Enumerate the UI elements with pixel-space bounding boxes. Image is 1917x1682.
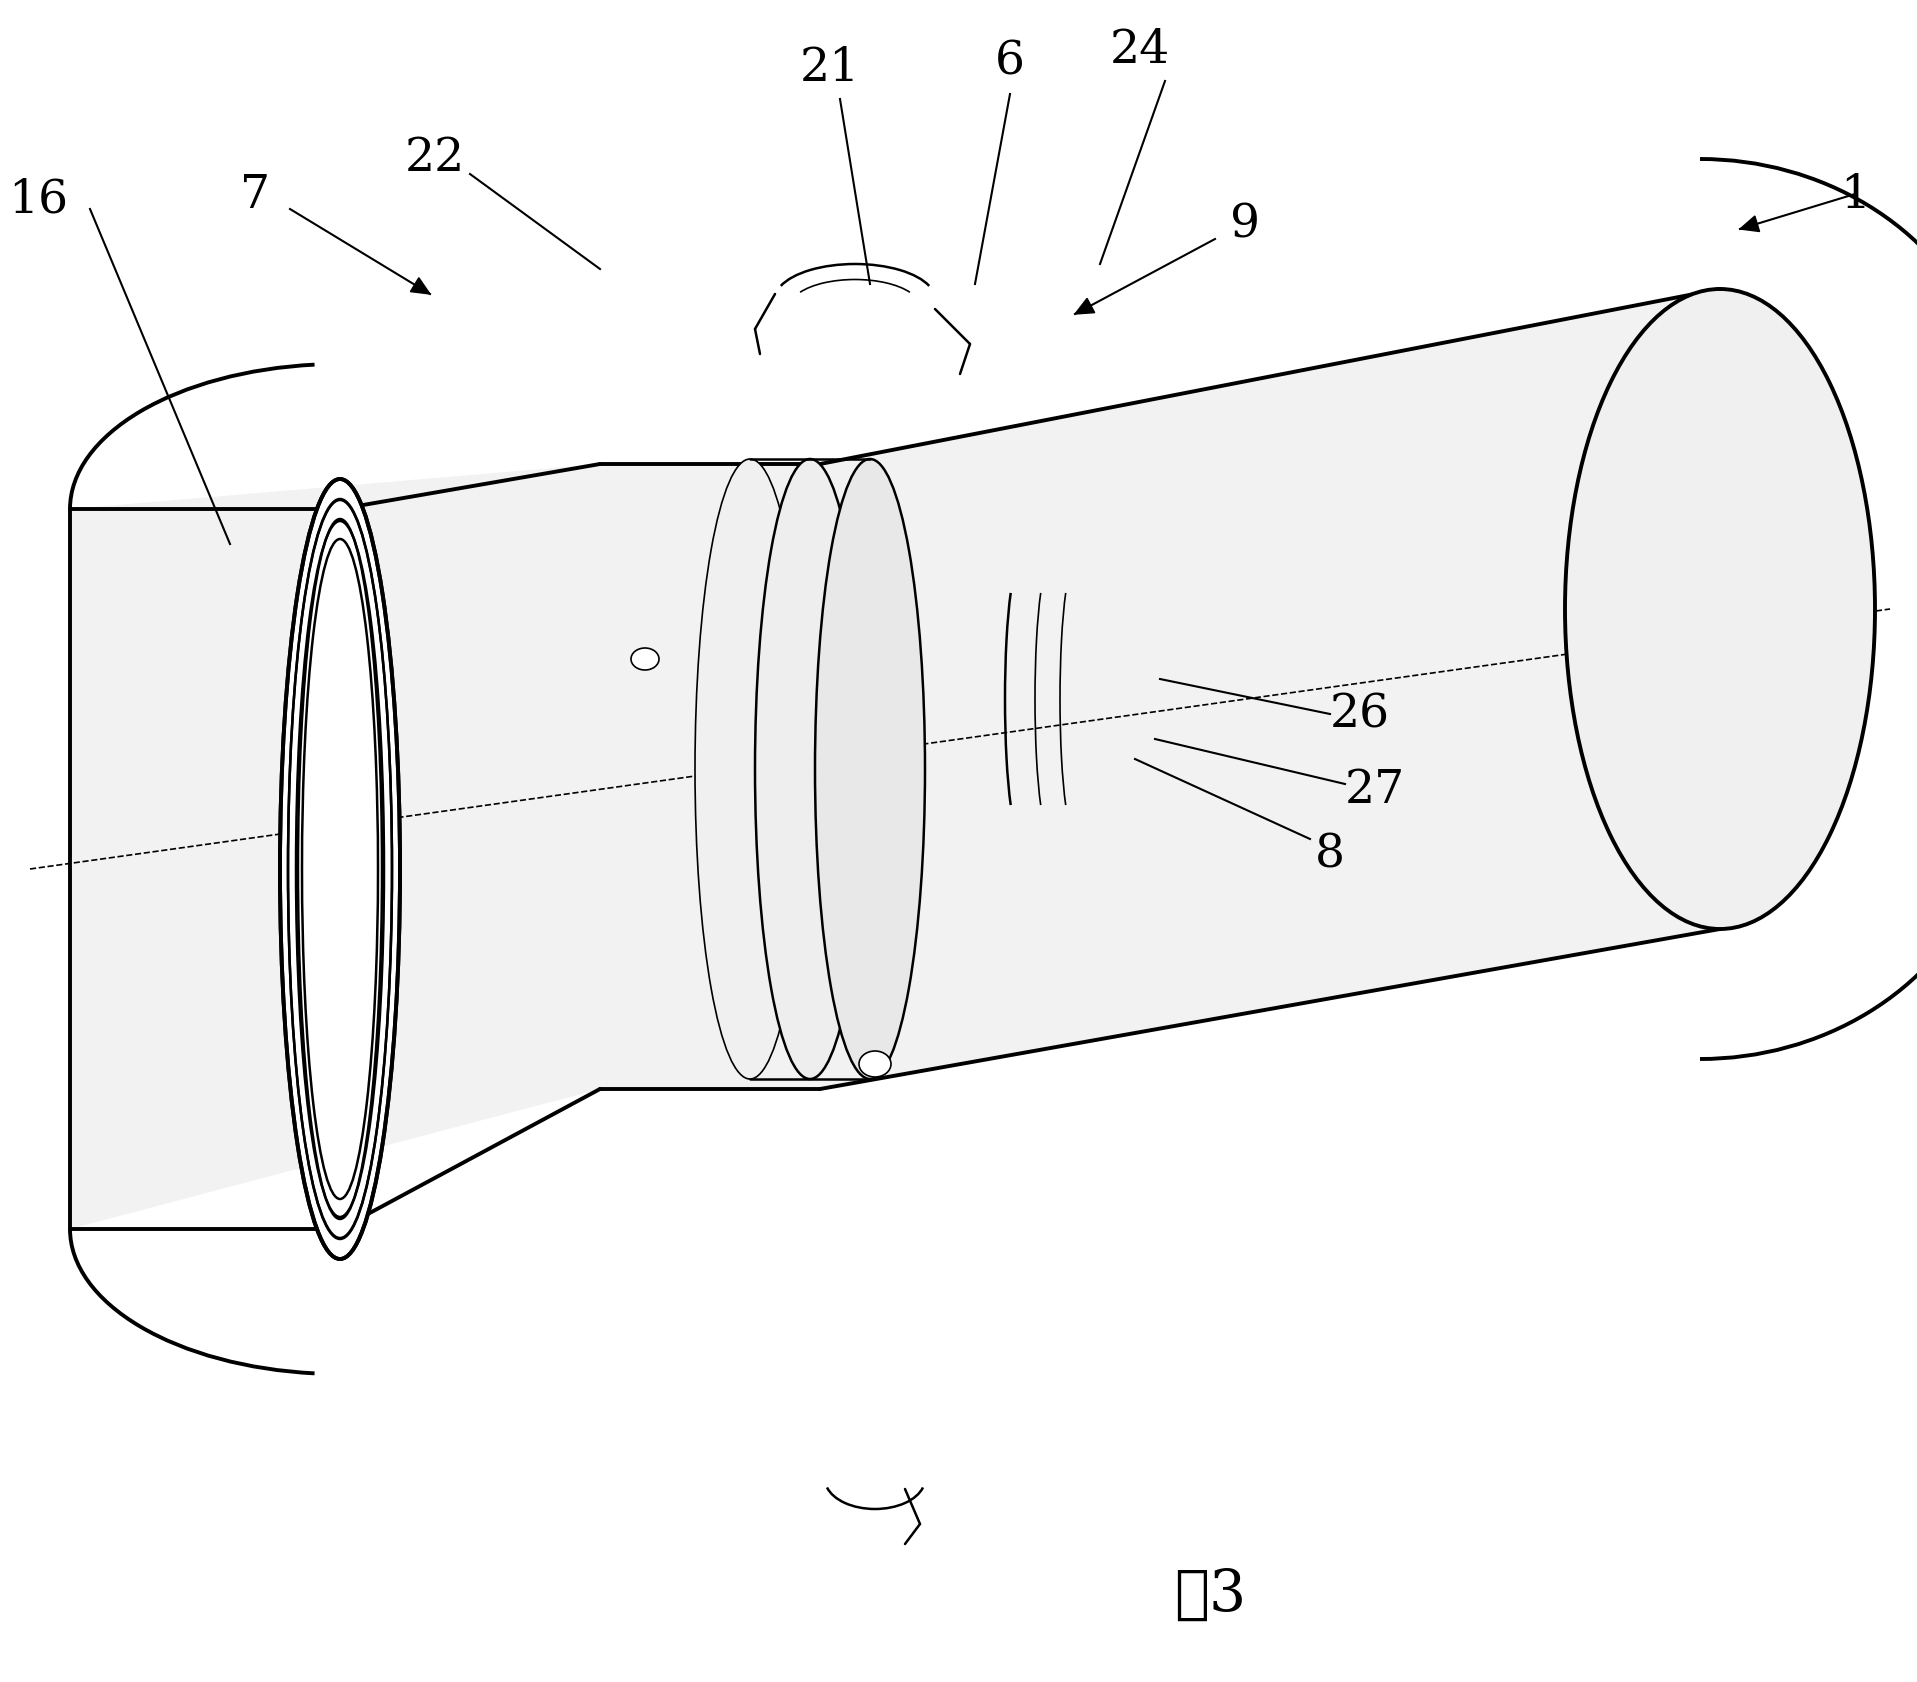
Text: 图3: 图3 (1173, 1566, 1246, 1621)
Polygon shape (71, 464, 820, 1230)
Ellipse shape (280, 479, 401, 1260)
Text: 22: 22 (404, 135, 466, 180)
Ellipse shape (280, 479, 401, 1260)
Ellipse shape (1564, 289, 1875, 930)
Ellipse shape (1564, 289, 1875, 930)
Polygon shape (1741, 217, 1760, 232)
Ellipse shape (859, 1051, 891, 1078)
Text: 9: 9 (1231, 202, 1259, 247)
Ellipse shape (815, 459, 926, 1080)
Text: 7: 7 (240, 172, 270, 217)
Text: 16: 16 (8, 177, 69, 222)
Ellipse shape (696, 459, 805, 1080)
Text: 1: 1 (1840, 172, 1871, 217)
Ellipse shape (755, 459, 865, 1080)
Polygon shape (820, 289, 1720, 1090)
Ellipse shape (631, 649, 659, 671)
Text: 24: 24 (1110, 27, 1169, 72)
Polygon shape (1075, 299, 1095, 315)
Ellipse shape (280, 479, 401, 1260)
Text: 6: 6 (995, 39, 1026, 84)
Text: 8: 8 (1315, 833, 1346, 876)
Text: 21: 21 (799, 45, 861, 91)
Polygon shape (410, 279, 429, 294)
Text: 27: 27 (1346, 767, 1405, 812)
Text: 26: 26 (1330, 691, 1390, 737)
